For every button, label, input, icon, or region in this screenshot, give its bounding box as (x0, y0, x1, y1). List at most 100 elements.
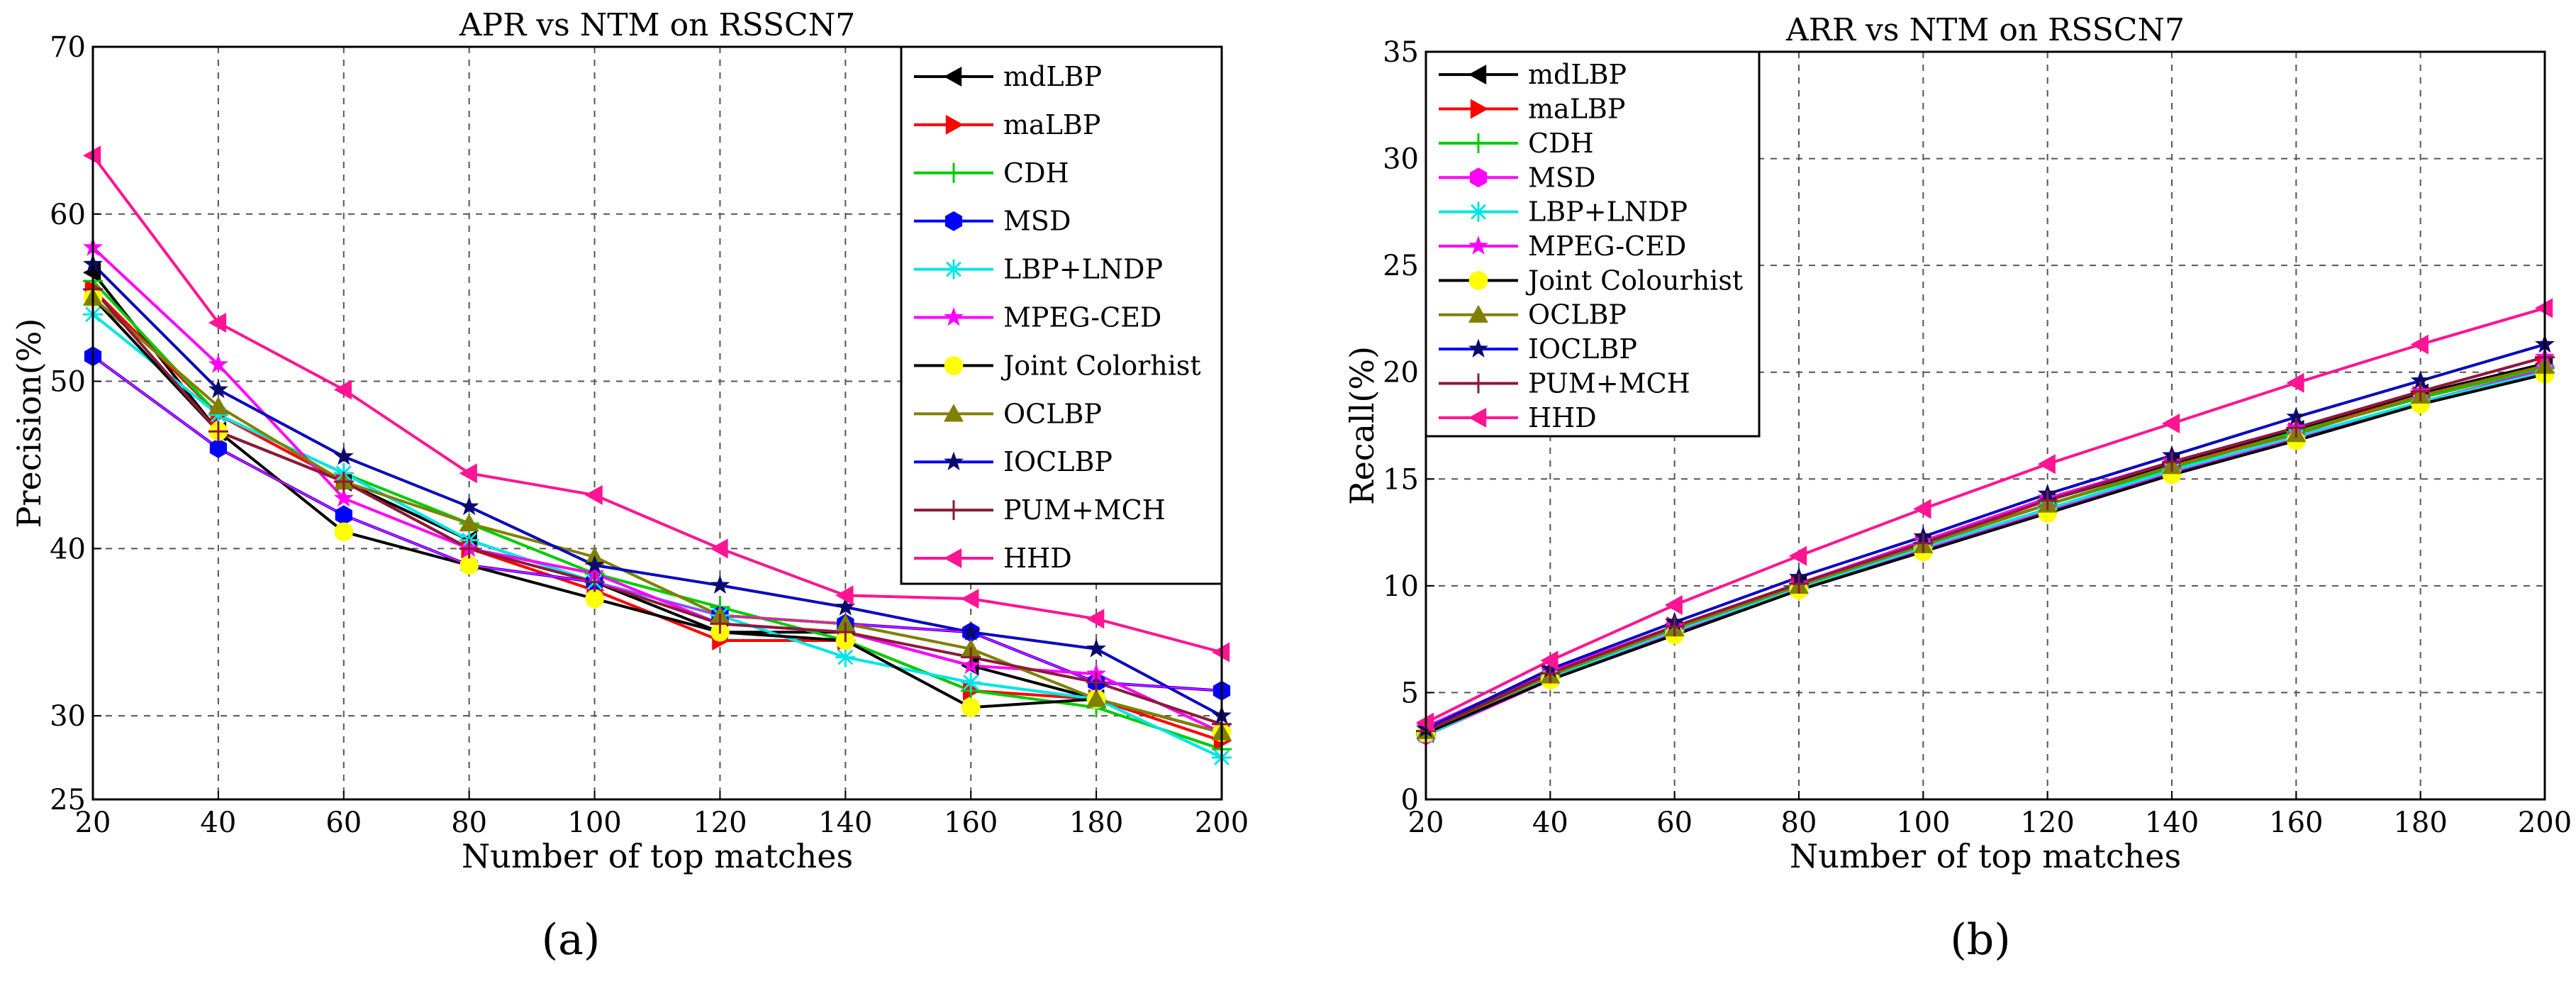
legend-marker (1468, 133, 1488, 153)
data-point (584, 572, 605, 592)
data-point (208, 396, 228, 415)
legend-marker (1468, 338, 1488, 358)
x-tick-label: 200 (2518, 807, 2572, 839)
legend-label: MPEG-CED (1528, 231, 1686, 262)
series-line (1425, 355, 2546, 733)
data-point (1086, 689, 1107, 707)
data-point (835, 622, 856, 643)
legend-item: HHD (1439, 402, 1597, 433)
series-line (1425, 372, 2546, 735)
data-point (208, 421, 228, 442)
legend-marker (944, 306, 964, 326)
data-point (961, 672, 981, 692)
series-pum-mch (1425, 355, 2546, 733)
data-point (459, 513, 479, 532)
legend-item: IOCLBP (1439, 333, 1637, 365)
data-point (333, 472, 354, 492)
legend-marker (1468, 271, 1488, 290)
markers-hhd (1416, 298, 2553, 733)
legend-marker (944, 356, 964, 375)
legend-label: CDH (1528, 128, 1594, 159)
legend-marker (944, 548, 962, 569)
series-line (1425, 370, 2546, 737)
chart-title: ARR vs NTM on RSSCN7 (1785, 12, 2185, 48)
data-point (1086, 638, 1107, 658)
legend-label: PUM+MCH (1003, 494, 1166, 526)
legend-marker (1469, 167, 1488, 188)
legend-item: MPEG-CED (1439, 231, 1686, 262)
y-tick-label: 30 (1383, 143, 1419, 176)
legend-marker (944, 451, 964, 471)
data-point (585, 589, 604, 609)
legend-label: MPEG-CED (1003, 302, 1161, 333)
legend-item: LBP+LNDP (1439, 196, 1688, 228)
data-point (584, 555, 605, 574)
x-tick-label: 100 (567, 807, 621, 839)
y-tick-label: 40 (50, 533, 86, 565)
legend-marker (1468, 65, 1487, 85)
x-tick-label: 140 (818, 807, 872, 839)
series-line-inner (1425, 343, 2546, 730)
series-line (1425, 364, 2546, 733)
legend-item: CDH (914, 157, 1069, 189)
legend-label: MSD (1003, 206, 1071, 237)
legend-label: HHD (1528, 402, 1597, 433)
legend-label: IOCLBP (1528, 333, 1637, 365)
legend-item: PUM+MCH (1439, 367, 1690, 399)
x-tick-label: 180 (2393, 807, 2447, 839)
data-point (1789, 545, 1807, 566)
x-tick-label: 180 (1069, 807, 1123, 839)
data-point (333, 379, 352, 400)
legend-item: Joint Colourhist (1439, 265, 1743, 296)
legend-item: maLBP (1439, 94, 1625, 125)
data-point (1540, 663, 1561, 684)
legend-marker (945, 114, 964, 135)
x-tick-label: 80 (451, 807, 487, 839)
data-point (2410, 334, 2429, 355)
data-point (459, 496, 479, 516)
legend-label: OCLBP (1003, 398, 1102, 429)
legend-item: MSD (914, 206, 1071, 237)
y-tick-label: 50 (50, 366, 86, 399)
data-point (710, 614, 730, 634)
series-pum-mch (91, 288, 1222, 726)
chart-title: APR vs NTM on RSSCN7 (459, 7, 855, 43)
data-point (459, 463, 477, 484)
x-tick-label: 120 (2020, 807, 2074, 839)
figure-caption: (b) (1950, 915, 2010, 965)
legend-label: mdLBP (1003, 61, 1102, 92)
legend: mdLBP maLBP CDH MSD LBP+LNDP MPEG-CED Joint Co… (900, 45, 1223, 585)
data-point (209, 438, 227, 458)
y-tick-label: 15 (1383, 463, 1419, 496)
data-point (1789, 573, 1809, 594)
data-point (835, 585, 854, 606)
legend-item: CDH (1439, 128, 1594, 159)
data-point (208, 379, 228, 399)
data-point (2037, 490, 2058, 511)
data-point (335, 505, 352, 526)
legend-marker (1468, 235, 1488, 255)
legend-item: mdLBP (1439, 59, 1627, 90)
y-tick-label: 25 (50, 784, 86, 816)
y-tick-label: 70 (50, 31, 86, 64)
data-point (2037, 454, 2056, 475)
x-tick-label: 120 (693, 807, 747, 839)
series-lbp-lndp (1425, 370, 2546, 737)
legend-label: maLBP (1003, 109, 1100, 140)
data-point (2162, 413, 2180, 433)
series-line-inner (92, 355, 1222, 692)
legend-label: CDH (1003, 157, 1069, 189)
legend-item: mdLBP (914, 61, 1102, 92)
x-axis-label: Number of top matches (462, 837, 853, 875)
legend-label: Joint Colourhist (1525, 265, 1743, 296)
legend-marker (944, 162, 964, 183)
series-line (91, 155, 1222, 654)
legend-marker (1468, 201, 1488, 222)
legend-marker (944, 66, 962, 87)
data-point (961, 589, 979, 609)
legend-marker (1468, 407, 1487, 428)
legend-label: IOCLBP (1003, 446, 1113, 477)
data-point (1664, 616, 1685, 637)
data-point (208, 313, 227, 333)
